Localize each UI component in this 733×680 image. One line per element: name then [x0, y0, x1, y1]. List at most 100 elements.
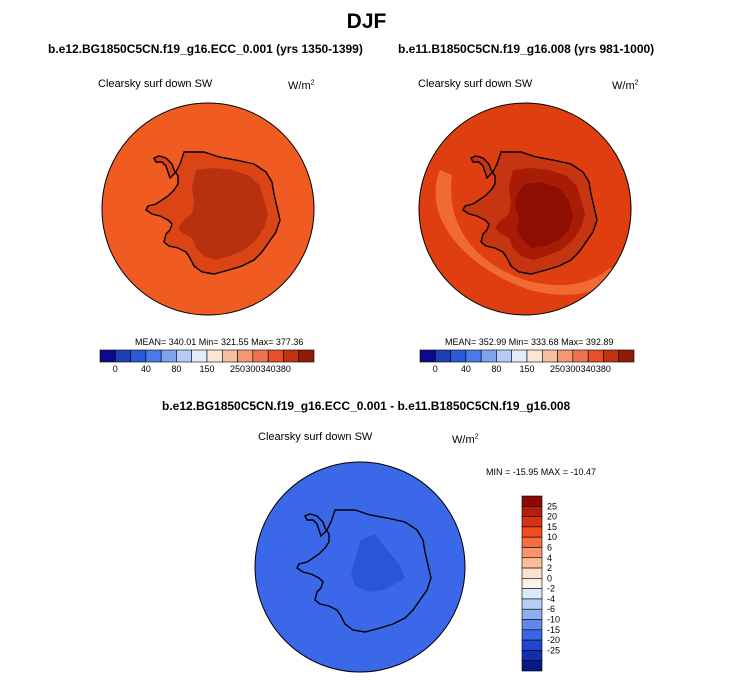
- diff-colorbar-box: [521, 598, 543, 610]
- diff-colorbar-tick-label: -2: [547, 584, 555, 594]
- panel-1-colorbar-box: [191, 349, 208, 363]
- panel-2-colorbar-tick-label: 80: [491, 364, 501, 374]
- panel-2-colorbar-box: [618, 349, 635, 363]
- diff-colorbar-box: [521, 608, 543, 620]
- diff-colorbar-box: [521, 536, 543, 548]
- panel-1-colorbar-tick-label: 300: [245, 364, 260, 374]
- diff-colorbar-box: [521, 619, 543, 631]
- diff-colorbar-tick-label: -15: [547, 625, 560, 635]
- panel-2-colorbar-tick-label: 340: [581, 364, 596, 374]
- panel-1-colorbar-tick-label: 0: [113, 364, 118, 374]
- panel-2-colorbar-box: [603, 349, 620, 363]
- panel-2-colorbar-box: [450, 349, 467, 363]
- panel-2-colorbar-box: [465, 349, 482, 363]
- panel-2-colorbar-box: [557, 349, 574, 363]
- diff-colorbar-box: [521, 660, 543, 672]
- diff-colorbar-box: [521, 650, 543, 662]
- diff-case-title: b.e12.BG1850C5CN.f19_g16.ECC_0.001 - b.e…: [162, 399, 571, 413]
- diff-colorbar-box: [521, 547, 543, 559]
- diff-colorbar-tick-label: -10: [547, 615, 560, 625]
- panel-2-units-exp: 2: [634, 79, 639, 87]
- panel-2-colorbar-tick-label: 250: [550, 364, 565, 374]
- diff-colorbar-box: [521, 567, 543, 579]
- diff-colorbar-tick-label: 6: [547, 542, 552, 552]
- diff-colorbar-tick-label: 2: [547, 563, 552, 573]
- panel-1-colorbar-tick-label: 150: [199, 364, 214, 374]
- panel-1-colorbar-box: [298, 349, 315, 363]
- panel-2-stats: MEAN= 352.99 Min= 333.68 Max= 392.89: [445, 337, 614, 347]
- panel-1-case-title: b.e12.BG1850C5CN.f19_g16.ECC_0.001 (yrs …: [48, 42, 363, 56]
- panel-1-colorbar-box: [237, 349, 254, 363]
- panel-1-colorbar-box: [114, 349, 131, 363]
- diff-colorbar-box: [521, 578, 543, 589]
- panel-1-colorbar-tick-label: 40: [141, 364, 151, 374]
- panel-1-colorbar-box: [221, 349, 238, 363]
- diff-colorbar-tick-label: 25: [547, 501, 557, 511]
- panel-2-colorbar-box: [541, 349, 558, 363]
- panel-1-colorbar-box: [160, 349, 177, 363]
- panel-1-map-border: [101, 102, 315, 316]
- panel-2-colorbar-tick-label: 150: [519, 364, 534, 374]
- diff-colorbar-tick-label: -6: [547, 604, 555, 614]
- panel-1-colorbar-tick-label: 80: [171, 364, 181, 374]
- panel-2-map-border: [418, 102, 632, 316]
- panel-1-colorbar-tick-label: 380: [276, 364, 291, 374]
- panel-2-colorbar-tick-label: 300: [565, 364, 580, 374]
- panel-1-colorbar-tick-label: 250: [230, 364, 245, 374]
- panel-2-colorbar-tick-label: 0: [433, 364, 438, 374]
- panel-2-variable-label: Clearsky surf down SW: [418, 78, 533, 90]
- diff-colorbar-tick-label: -4: [547, 594, 555, 604]
- panel-1-units-exp: 2: [310, 79, 315, 87]
- panel-1-colorbar-tick-label: 340: [261, 364, 276, 374]
- panel-1-variable-label: Clearsky surf down SW: [98, 78, 213, 90]
- panel-2-map: [419, 103, 631, 315]
- diff-variable-label: Clearsky surf down SW: [258, 431, 373, 443]
- diff-colorbar-tick-label: -20: [547, 635, 560, 645]
- diff-colorbar-box: [521, 639, 543, 651]
- diff-colorbar-box: [521, 505, 543, 517]
- panel-2-colorbar-box: [511, 349, 528, 363]
- diff-colorbar-tick-label: 4: [547, 553, 552, 563]
- panel-2-colorbar-box: [587, 349, 604, 363]
- panel-2-colorbar-box: [526, 349, 543, 363]
- panel-1-colorbar-box: [252, 349, 269, 363]
- diff-colorbar-tick-label: 15: [547, 522, 557, 532]
- diff-colorbar-box: [521, 588, 543, 600]
- panel-1-stats: MEAN= 340.01 Min= 321.55 Max= 377.36: [135, 337, 304, 347]
- panel-1-colorbar-box: [283, 349, 300, 363]
- panel-2-band-field: [435, 170, 620, 295]
- panel-2-colorbar-box: [496, 349, 513, 363]
- panel-2-units-text: W/m: [612, 80, 635, 92]
- diff-units-exp: 2: [474, 433, 479, 441]
- diff-colorbar-box: [521, 526, 543, 538]
- panel-1-colorbar: 0 40 80 150 250 300 340 380: [99, 349, 315, 374]
- diff-colorbar-box: [521, 516, 543, 528]
- panel-2-colorbar-box: [480, 349, 497, 363]
- diff-colorbar-tick-label: 0: [547, 573, 552, 583]
- panel-1-colorbar-box: [99, 349, 116, 363]
- panel-2-case-title: b.e11.B1850C5CN.f19_g16.008 (yrs 981-100…: [398, 42, 655, 56]
- panel-1-colorbar-box: [267, 349, 284, 363]
- diff-colorbar-tick-label: -25: [547, 645, 560, 655]
- panel-2-colorbar: 0 40 80 150 250 300 340 380: [419, 349, 635, 374]
- panel-2-colorbar-tick-label: 380: [596, 364, 611, 374]
- panel-1-map: [102, 103, 314, 315]
- panel-2-colorbar-box: [434, 349, 451, 363]
- main-title: DJF: [346, 10, 387, 33]
- panel-1-colorbar-box: [145, 349, 162, 363]
- panel-1-units-text: W/m: [288, 80, 311, 92]
- panel-2-units: W/m2: [612, 79, 639, 92]
- diff-interior-field: [351, 534, 405, 592]
- panel-2-colorbar-tick-label: 40: [461, 364, 471, 374]
- diff-colorbar-box: [521, 629, 543, 641]
- panel-1-colorbar-box: [176, 349, 193, 363]
- diff-colorbar-box: [521, 495, 543, 507]
- panel-2-colorbar-box: [572, 349, 589, 363]
- diff-stats: MIN = -15.95 MAX = -10.47: [486, 467, 597, 477]
- diff-units-text: W/m: [452, 434, 475, 446]
- diff-map-border: [254, 461, 466, 673]
- diff-units: W/m2: [452, 433, 479, 446]
- diff-map: [255, 462, 465, 672]
